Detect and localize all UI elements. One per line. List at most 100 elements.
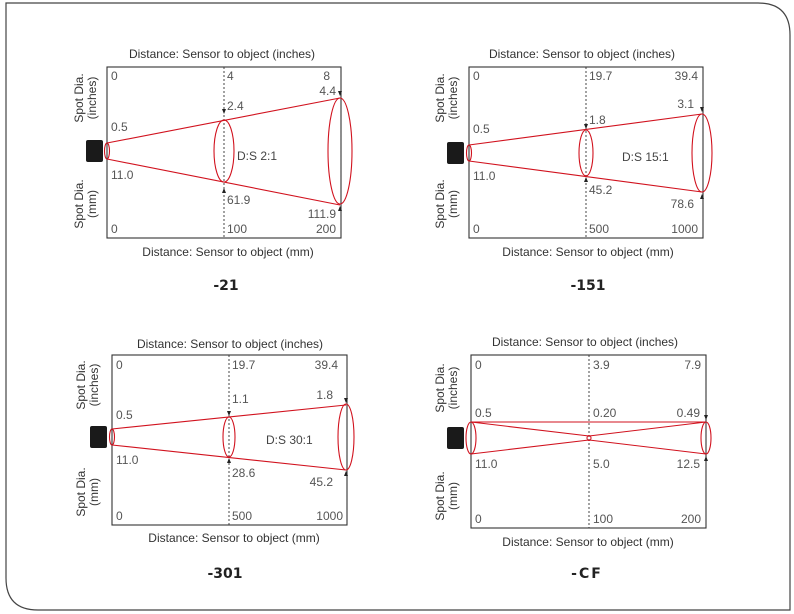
side-label-inches: Spot Dia. (inches) (433, 363, 460, 412)
top-tick-1: 19.7 (589, 69, 613, 83)
side-label-inches: Spot Dia. (inches) (72, 73, 99, 122)
svg-text:(inches): (inches) (85, 77, 99, 120)
bottom-axis-label: Distance: Sensor to object (mm) (502, 245, 673, 259)
spot-ellipse-far (700, 421, 712, 455)
svg-text:(mm): (mm) (446, 190, 460, 218)
diagram-151: Distance: Sensor to object (inches) Dist… (433, 47, 713, 294)
sensor-icon (90, 426, 107, 448)
mm-value-2: 12.5 (677, 457, 701, 471)
mm-value-2: 45.2 (310, 475, 334, 489)
svg-text:Spot Dia.: Spot Dia. (74, 467, 88, 516)
bottom-tick-2: 200 (316, 222, 336, 236)
top-axis-label: Distance: Sensor to object (inches) (129, 47, 315, 61)
diagram-cf: Distance: Sensor to object (inches) Dist… (433, 335, 712, 582)
inch-value-2: 1.8 (316, 388, 333, 402)
bottom-tick-1: 500 (589, 222, 609, 236)
top-tick-0: 0 (475, 358, 482, 372)
ds-ratio-label: D:S 15:1 (622, 150, 669, 164)
bottom-tick-0: 0 (473, 222, 480, 236)
top-axis-label: Distance: Sensor to object (inches) (492, 335, 678, 349)
spot-ellipse-far (337, 403, 355, 471)
side-label-inches: Spot Dia. (inches) (433, 73, 460, 122)
beam-edge-top-converging (470, 421, 590, 437)
spot-ellipse-mid (222, 416, 236, 458)
bottom-tick-0: 0 (111, 222, 118, 236)
bottom-axis-label: Distance: Sensor to object (mm) (502, 535, 673, 549)
svg-text:(inches): (inches) (446, 367, 460, 410)
beam-edge-bottom-diverging (588, 439, 707, 455)
bottom-axis-label: Distance: Sensor to object (mm) (142, 245, 313, 259)
svg-text:Spot Dia.: Spot Dia. (74, 360, 88, 409)
beam-edge-bottom-converging (470, 439, 590, 455)
inch-value-1: 1.1 (232, 392, 249, 406)
top-tick-1: 3.9 (593, 358, 610, 372)
svg-text:(mm): (mm) (85, 190, 99, 218)
spot-ellipse-far (691, 113, 713, 193)
model-label: -151 (570, 278, 605, 294)
spot-ellipse-mid (578, 129, 594, 177)
bottom-axis-label: Distance: Sensor to object (mm) (148, 531, 319, 545)
beam-edge-top-diverging (588, 421, 707, 437)
side-label-mm: Spot Dia. (mm) (433, 471, 460, 520)
mm-value-1: 5.0 (593, 457, 610, 471)
inch-value-2: 3.1 (677, 97, 694, 111)
plot-box (470, 354, 707, 529)
mm-value-1: 28.6 (232, 466, 256, 480)
svg-text:Spot Dia.: Spot Dia. (433, 73, 447, 122)
inch-value-1: 0.20 (593, 406, 617, 420)
model-label: -21 (213, 278, 238, 294)
diagram-21: Distance: Sensor to object (inches) Dist… (72, 47, 353, 294)
mm-value-0: 11.0 (116, 453, 139, 467)
mm-value-2: 78.6 (671, 197, 695, 211)
bottom-tick-2: 1000 (671, 222, 698, 236)
top-tick-1: 4 (227, 69, 234, 83)
figure-frame (5, 2, 791, 611)
bottom-tick-1: 100 (227, 222, 247, 236)
svg-text:Spot Dia.: Spot Dia. (433, 179, 447, 228)
top-tick-1: 19.7 (232, 358, 256, 372)
inch-value-0: 0.5 (475, 406, 492, 420)
top-tick-2: 39.4 (315, 358, 339, 372)
mm-value-1: 61.9 (227, 193, 251, 207)
sensor-icon (447, 427, 464, 449)
svg-text:(inches): (inches) (87, 364, 101, 407)
bottom-tick-1: 500 (232, 509, 252, 523)
svg-text:Spot Dia.: Spot Dia. (72, 73, 86, 122)
mm-value-1: 45.2 (589, 183, 613, 197)
top-tick-2: 8 (323, 69, 330, 83)
bottom-tick-0: 0 (475, 512, 482, 526)
mm-value-0: 11.0 (473, 169, 496, 183)
inch-value-2: 0.49 (677, 406, 701, 420)
svg-text:(mm): (mm) (446, 482, 460, 510)
bottom-tick-2: 200 (681, 512, 701, 526)
top-tick-2: 7.9 (684, 358, 701, 372)
bottom-tick-2: 1000 (316, 509, 343, 523)
spot-ellipse-mid (213, 119, 235, 183)
top-axis-label: Distance: Sensor to object (inches) (489, 47, 675, 61)
side-label-mm: Spot Dia. (mm) (74, 467, 101, 516)
ds-ratio-label: D:S 30:1 (266, 433, 313, 447)
inch-value-0: 0.5 (116, 408, 133, 422)
bottom-tick-0: 0 (116, 509, 123, 523)
ds-ratio-label: D:S 2:1 (237, 149, 277, 163)
top-tick-0: 0 (116, 358, 123, 372)
svg-text:(mm): (mm) (87, 478, 101, 506)
mm-value-0: 11.0 (111, 168, 134, 182)
sensor-icon (86, 140, 103, 162)
svg-text:Spot Dia.: Spot Dia. (433, 471, 447, 520)
svg-text:Spot Dia.: Spot Dia. (72, 179, 86, 228)
bottom-tick-1: 100 (593, 512, 613, 526)
diagram-301: Distance: Sensor to object (inches) Dist… (74, 337, 355, 582)
svg-text:Spot Dia.: Spot Dia. (433, 363, 447, 412)
inch-value-1: 2.4 (227, 99, 244, 113)
model-label: -CF (571, 566, 603, 582)
sensor-icon (447, 142, 464, 164)
side-label-mm: Spot Dia. (mm) (433, 179, 460, 228)
inch-value-1: 1.8 (589, 113, 606, 127)
top-tick-0: 0 (473, 69, 480, 83)
inch-value-0: 0.5 (111, 120, 128, 134)
inch-value-0: 0.5 (473, 122, 490, 136)
mm-value-0: 11.0 (475, 457, 498, 471)
spot-ellipse-mid (586, 434, 592, 442)
